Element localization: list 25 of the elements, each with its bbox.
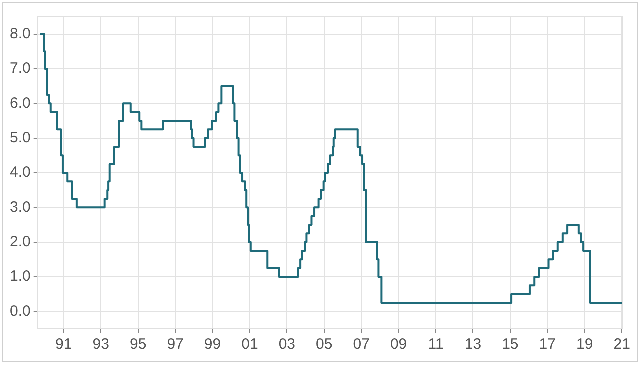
x-tick-label: 07 xyxy=(353,336,370,354)
x-tick-label: 11 xyxy=(428,336,444,354)
y-tick-label: 8.0 xyxy=(10,25,31,42)
y-tick-label: 1.0 xyxy=(10,268,31,286)
x-tick-label: 03 xyxy=(278,336,296,354)
x-tick-label: 05 xyxy=(316,336,333,354)
x-tick-label: 17 xyxy=(539,336,556,354)
x-tick-label: 97 xyxy=(167,336,184,354)
y-tick-label: 7.0 xyxy=(10,60,31,78)
y-tick-label: 6.0 xyxy=(10,94,31,112)
x-tick-label: 15 xyxy=(502,336,519,354)
x-tick-label: 93 xyxy=(92,336,110,354)
y-tick-label: 4.0 xyxy=(10,164,31,182)
y-tick-label: 5.0 xyxy=(10,129,31,146)
y-tick-label: 2.0 xyxy=(10,233,31,250)
x-tick-label: 01 xyxy=(242,336,258,354)
x-tick-label: 95 xyxy=(130,336,147,354)
y-tick-label: 3.0 xyxy=(10,198,31,216)
x-tick-label: 19 xyxy=(576,336,594,354)
x-tick-label: 09 xyxy=(390,336,408,354)
x-tick-label: 99 xyxy=(204,336,222,354)
y-tick-label: 0.0 xyxy=(10,302,31,320)
x-tick-label: 21 xyxy=(614,336,630,354)
x-tick-label: 91 xyxy=(56,336,72,354)
x-tick-label: 13 xyxy=(464,336,482,354)
